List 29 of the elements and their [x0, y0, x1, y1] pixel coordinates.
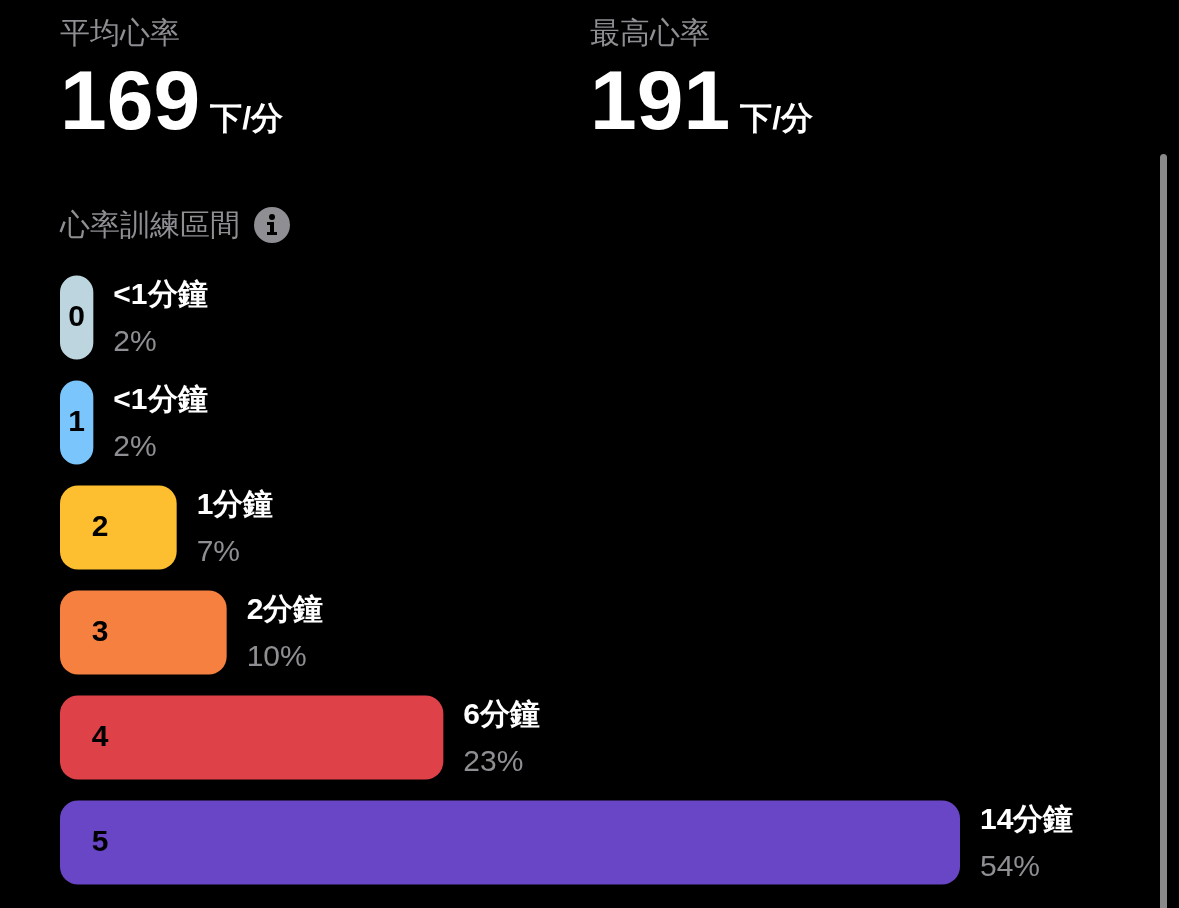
annotation: 1分鐘 [196, 486, 274, 520]
bar [60, 485, 177, 570]
data-label: 2% [113, 323, 157, 357]
text: 最高心率 [590, 15, 711, 51]
annotation: <1分鐘 [113, 381, 208, 415]
text: 169 [60, 53, 201, 147]
data-label: 10% [246, 638, 307, 672]
data-label: 7% [196, 533, 241, 567]
annotation: <1分鐘 [113, 276, 208, 310]
y-tick-label: 0 [68, 298, 86, 332]
bar [60, 695, 444, 780]
y-tick-label: 4 [91, 718, 109, 752]
y-tick-label: 3 [91, 613, 109, 647]
annotation: 6分鐘 [463, 696, 541, 730]
chart-title: 心率訓練區間 [60, 207, 240, 243]
y-tick-label: 5 [91, 823, 109, 857]
text: 191 [590, 53, 731, 147]
text: 下/分 [210, 99, 284, 138]
data-label: 23% [463, 743, 524, 777]
data-label: 2% [113, 428, 157, 462]
y-tick-label: 1 [68, 403, 86, 437]
data-label: 54% [980, 848, 1041, 882]
text: 下/分 [740, 99, 814, 138]
annotation: 14分鐘 [980, 801, 1074, 835]
y-tick-label: 2 [91, 508, 109, 542]
bar [60, 800, 960, 885]
annotation: 2分鐘 [246, 591, 324, 625]
text: 平均心率 [60, 15, 181, 51]
bar [60, 590, 227, 675]
